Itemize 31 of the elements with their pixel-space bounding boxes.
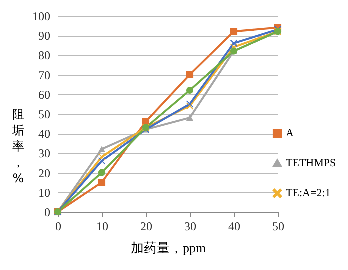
- point: [186, 114, 194, 121]
- y-tick-label: 10: [38, 186, 50, 200]
- legend-label: TETHMPS: [286, 158, 336, 170]
- point: [98, 179, 106, 186]
- x-tick-label: 40: [228, 220, 240, 234]
- x-axis-title: 加药量，ppm: [130, 240, 206, 256]
- y-tick-label: 0: [44, 206, 50, 220]
- y-tick-label: 100: [32, 10, 50, 24]
- point: [186, 86, 194, 94]
- y-tick-label: 30: [38, 146, 50, 161]
- x-tick-label: 50: [272, 220, 284, 234]
- point: [98, 169, 106, 176]
- x-tick-label: 10: [96, 220, 108, 234]
- x-tick-label: 0: [56, 220, 62, 234]
- point: [98, 158, 106, 165]
- point: [186, 71, 194, 78]
- y-tick-label: 90: [38, 29, 50, 44]
- point: [230, 28, 238, 36]
- y-tick-label: 20: [38, 166, 50, 180]
- y-tick-label: 80: [38, 48, 50, 63]
- point: [230, 40, 238, 47]
- point: [98, 146, 106, 152]
- x-tick-label: 30: [184, 220, 196, 234]
- legend-label: A: [286, 128, 294, 140]
- x-tick-label: 20: [140, 220, 152, 234]
- legend-label: TE:A=2:1: [286, 188, 331, 200]
- y-tick-label: 50: [38, 108, 50, 122]
- y-axis-title: 阻垢率，%: [12, 108, 24, 186]
- y-tick-label: 70: [38, 68, 50, 82]
- y-tick-label: 40: [38, 127, 50, 142]
- y-tick-label: 60: [38, 88, 50, 102]
